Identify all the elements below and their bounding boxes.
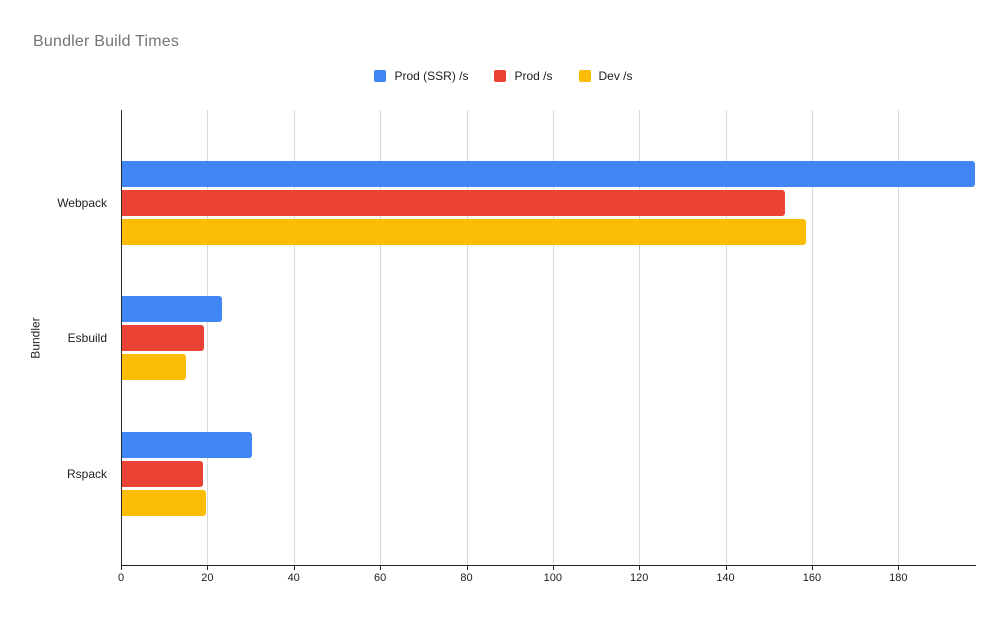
x-tick-label-40: 40: [287, 572, 300, 584]
gridline-100: [552, 110, 554, 565]
legend-item-prod-ssr-s: Prod (SSR) /s: [374, 69, 468, 83]
gridline-20: [207, 110, 209, 565]
x-tick-label-140: 140: [716, 572, 735, 584]
x-tick-60: [380, 565, 382, 570]
x-tick-label-80: 80: [460, 572, 473, 584]
x-tick-80: [466, 565, 468, 570]
gridline-120: [639, 110, 641, 565]
x-tick-140: [725, 565, 727, 570]
legend-label: Dev /s: [598, 69, 633, 83]
gridline-160: [811, 110, 813, 565]
x-tick-label-100: 100: [543, 572, 562, 584]
x-tick-label-60: 60: [373, 572, 387, 584]
bar-rspack-prod-ssr-s: [122, 432, 252, 458]
gridline-140: [725, 110, 727, 565]
legend-swatch-prod-s: [494, 70, 507, 82]
x-tick-label-180: 180: [889, 572, 908, 584]
x-tick-label-120: 120: [630, 572, 649, 584]
legend-label: Prod (SSR) /s: [394, 69, 469, 83]
x-tick-120: [639, 565, 641, 570]
gridline-180: [898, 110, 900, 565]
bar-webpack-prod-s: [122, 189, 786, 216]
bar-esbuild-prod-s: [122, 324, 204, 351]
x-tick-20: [207, 565, 209, 570]
bar-webpack-dev-s: [122, 218, 806, 245]
legend-swatch-prod-ssr-s: [374, 70, 387, 82]
zero-axis-line: [121, 110, 122, 565]
y-category-labels: Webpack Esbuild Rspack: [0, 110, 113, 565]
legend: Prod (SSR) /s Prod /s Dev /s: [0, 69, 1007, 83]
gridline-60: [380, 110, 382, 565]
legend-item-prod-s: Prod /s: [494, 69, 553, 83]
bar-webpack-prod-ssr-s: [122, 160, 976, 187]
x-tick-label-20: 20: [201, 572, 214, 584]
x-tick-label-0: 0: [117, 572, 125, 584]
category-label-rspack: Rspack: [66, 467, 107, 481]
plot-area: [121, 110, 976, 565]
legend-label: Prod /s: [514, 69, 553, 83]
bar-esbuild-prod-ssr-s: [122, 295, 222, 322]
legend-swatch-dev-s: [578, 70, 591, 82]
bar-rspack-prod-s: [122, 461, 203, 487]
x-tick-0: [121, 565, 122, 570]
category-label-webpack: Webpack: [57, 195, 107, 210]
x-tick-160: [811, 565, 813, 570]
category-label-esbuild: Esbuild: [67, 330, 107, 345]
x-tick-label-160: 160: [802, 572, 822, 584]
x-tick-180: [898, 565, 900, 570]
bar-rspack-dev-s: [122, 490, 206, 516]
x-tick-40: [293, 565, 295, 570]
x-tick-100: [552, 565, 554, 570]
x-axis-line: [121, 565, 976, 566]
chart-title: Bundler Build Times: [33, 33, 180, 50]
legend-item-dev-s: Dev /s: [578, 69, 633, 83]
gridline-40: [293, 110, 295, 565]
gridline-80: [466, 110, 468, 565]
bar-esbuild-dev-s: [122, 353, 187, 380]
